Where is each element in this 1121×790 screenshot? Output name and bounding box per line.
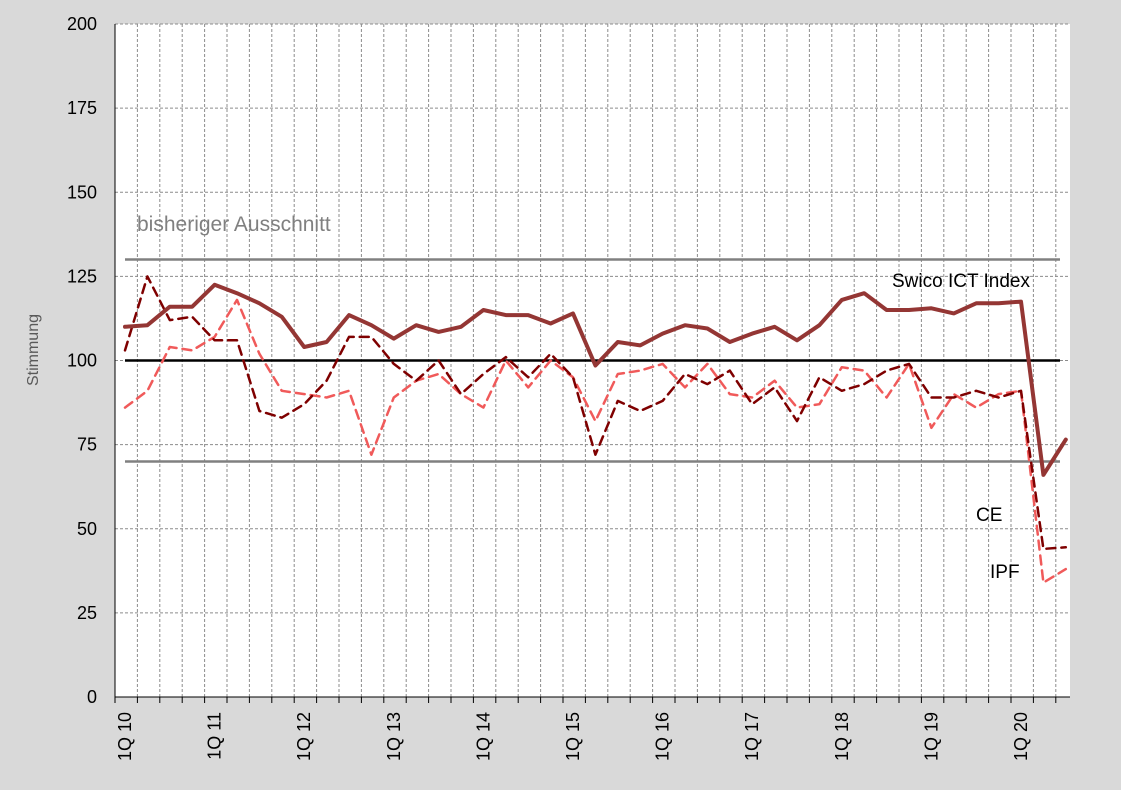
y-tick-label: 100 xyxy=(67,351,97,371)
ipf-series-label: IPF xyxy=(990,562,1020,583)
x-tick-label: 1Q 18 xyxy=(832,712,852,761)
x-tick-label: 1Q 14 xyxy=(473,712,493,761)
y-tick-label: 175 xyxy=(67,98,97,118)
y-tick-label: 0 xyxy=(87,687,97,707)
swico-ict-index-series-label: Swico ICT Index xyxy=(892,271,1030,292)
x-tick-label: 1Q 10 xyxy=(115,712,135,761)
y-tick-label: 75 xyxy=(77,435,97,455)
y-tick-label: 150 xyxy=(67,182,97,202)
ce-series-line xyxy=(123,275,1068,551)
y-tick-label: 50 xyxy=(77,519,97,539)
x-tick-label: 1Q 15 xyxy=(563,712,583,761)
y-tick-label: 200 xyxy=(67,14,97,34)
ce-series-label: CE xyxy=(976,505,1002,526)
x-tick-label: 1Q 19 xyxy=(921,712,941,761)
x-tick-label: 1Q 20 xyxy=(1011,712,1031,761)
y-tick-label: 125 xyxy=(67,266,97,286)
x-tick-label: 1Q 11 xyxy=(205,712,225,760)
y-axis-label: Stimmung xyxy=(25,314,42,386)
y-tick-labels: 0 25 50 75 100 125 150 175 200 Stimmung xyxy=(25,14,97,707)
band-label: bisheriger Ausschnitt xyxy=(137,213,331,236)
x-tick-label: 1Q 12 xyxy=(294,712,314,761)
series-lines xyxy=(123,275,1068,584)
ipf-series-line xyxy=(123,298,1068,584)
x-tick-labels: 1Q 10 1Q 11 1Q 12 1Q 13 1Q 14 1Q 15 1Q 16 1Q 17… xyxy=(115,712,1031,761)
x-tick-label: 1Q 16 xyxy=(653,712,673,761)
annotations: bisheriger Ausschnitt Swico ICT Index CE IP… xyxy=(137,213,1030,583)
swico-ict-index-series-line xyxy=(123,282,1068,477)
y-tick-label: 25 xyxy=(77,603,97,623)
x-tick-label: 1Q 13 xyxy=(384,712,404,761)
x-tick-label: 1Q 17 xyxy=(742,712,762,761)
axes xyxy=(114,24,1070,703)
